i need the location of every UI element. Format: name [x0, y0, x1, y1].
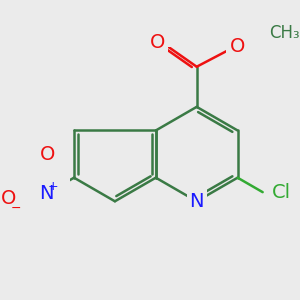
Text: O: O — [230, 38, 245, 56]
Text: O: O — [1, 189, 17, 208]
Text: +: + — [48, 180, 58, 193]
Text: −: − — [11, 202, 21, 215]
Text: O: O — [150, 33, 166, 52]
Text: N: N — [39, 184, 54, 203]
Text: N: N — [189, 192, 204, 211]
Text: Cl: Cl — [272, 183, 291, 202]
Text: O: O — [40, 145, 56, 164]
Text: CH₃: CH₃ — [269, 24, 300, 42]
